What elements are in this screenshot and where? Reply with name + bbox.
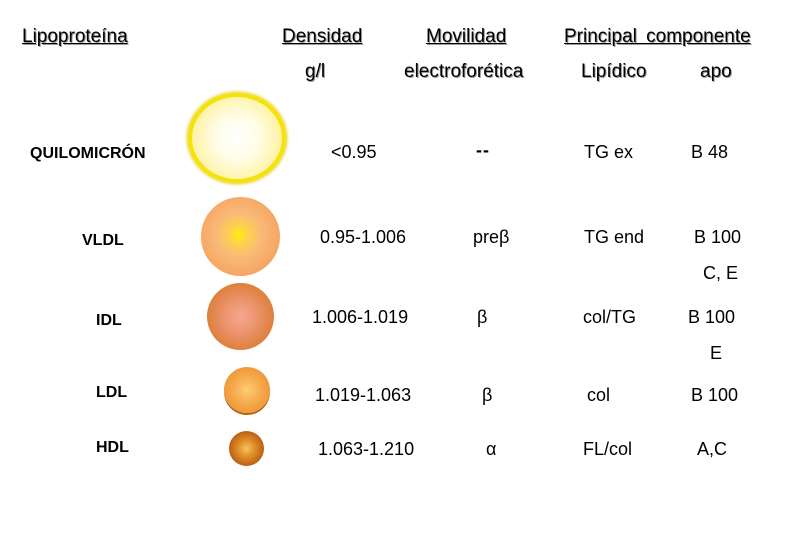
row-mobility-hdl: α: [486, 439, 497, 459]
header-lipid: Lipídico: [581, 61, 647, 82]
header-main-component: Principal componente: [564, 26, 751, 47]
row-lipid-idl: col/TG: [583, 307, 637, 327]
row-density-vldl: 0.95-1.006: [320, 227, 407, 247]
row-apo2-idl: E: [710, 343, 723, 363]
row-lipid-quilomicron: TG ex: [584, 142, 634, 162]
quilomicron-particle: [188, 93, 286, 183]
header-density-unit: g/l: [305, 61, 326, 82]
row-density-hdl: 1.063-1.210: [318, 439, 415, 459]
row-name-ldl: LDL: [96, 384, 128, 401]
header-mobility: Movilidad: [426, 26, 507, 47]
row-density-quilomicron: <0.95: [331, 142, 377, 162]
row-mobility-quilomicron: --: [476, 140, 490, 160]
row-lipid-hdl: FL/col: [583, 439, 633, 459]
row-name-idl: IDL: [96, 312, 122, 329]
row-apo2-vldl: C, E: [703, 263, 739, 283]
header-mobility-sub: electroforética: [404, 61, 524, 82]
row-mobility-idl: β: [477, 307, 488, 327]
row-density-idl: 1.006-1.019: [312, 307, 409, 327]
header-lipoprotein: Lipoproteína: [22, 26, 128, 47]
idl-particle: [207, 283, 274, 350]
row-name-quilomicron: QUILOMICRÓN: [30, 145, 146, 162]
row-name-hdl: HDL: [96, 439, 129, 456]
row-lipid-ldl: col: [587, 385, 611, 405]
row-lipid-vldl: TG end: [584, 227, 645, 247]
ldl-particle: [224, 367, 270, 413]
row-apo-idl: B 100: [688, 307, 736, 327]
header-apo: apo: [700, 61, 732, 82]
row-apo-ldl: B 100: [691, 385, 739, 405]
row-apo-hdl: A,C: [697, 439, 728, 459]
header-density: Densidad: [282, 26, 363, 47]
row-mobility-ldl: β: [482, 385, 493, 405]
vldl-particle: [201, 197, 280, 276]
row-name-vldl: VLDL: [82, 232, 124, 249]
row-density-ldl: 1.019-1.063: [315, 385, 412, 405]
row-mobility-vldl: preβ: [473, 227, 510, 247]
row-apo-vldl: B 100: [694, 227, 742, 247]
row-apo-quilomicron: B 48: [691, 142, 729, 162]
hdl-particle: [229, 431, 264, 466]
